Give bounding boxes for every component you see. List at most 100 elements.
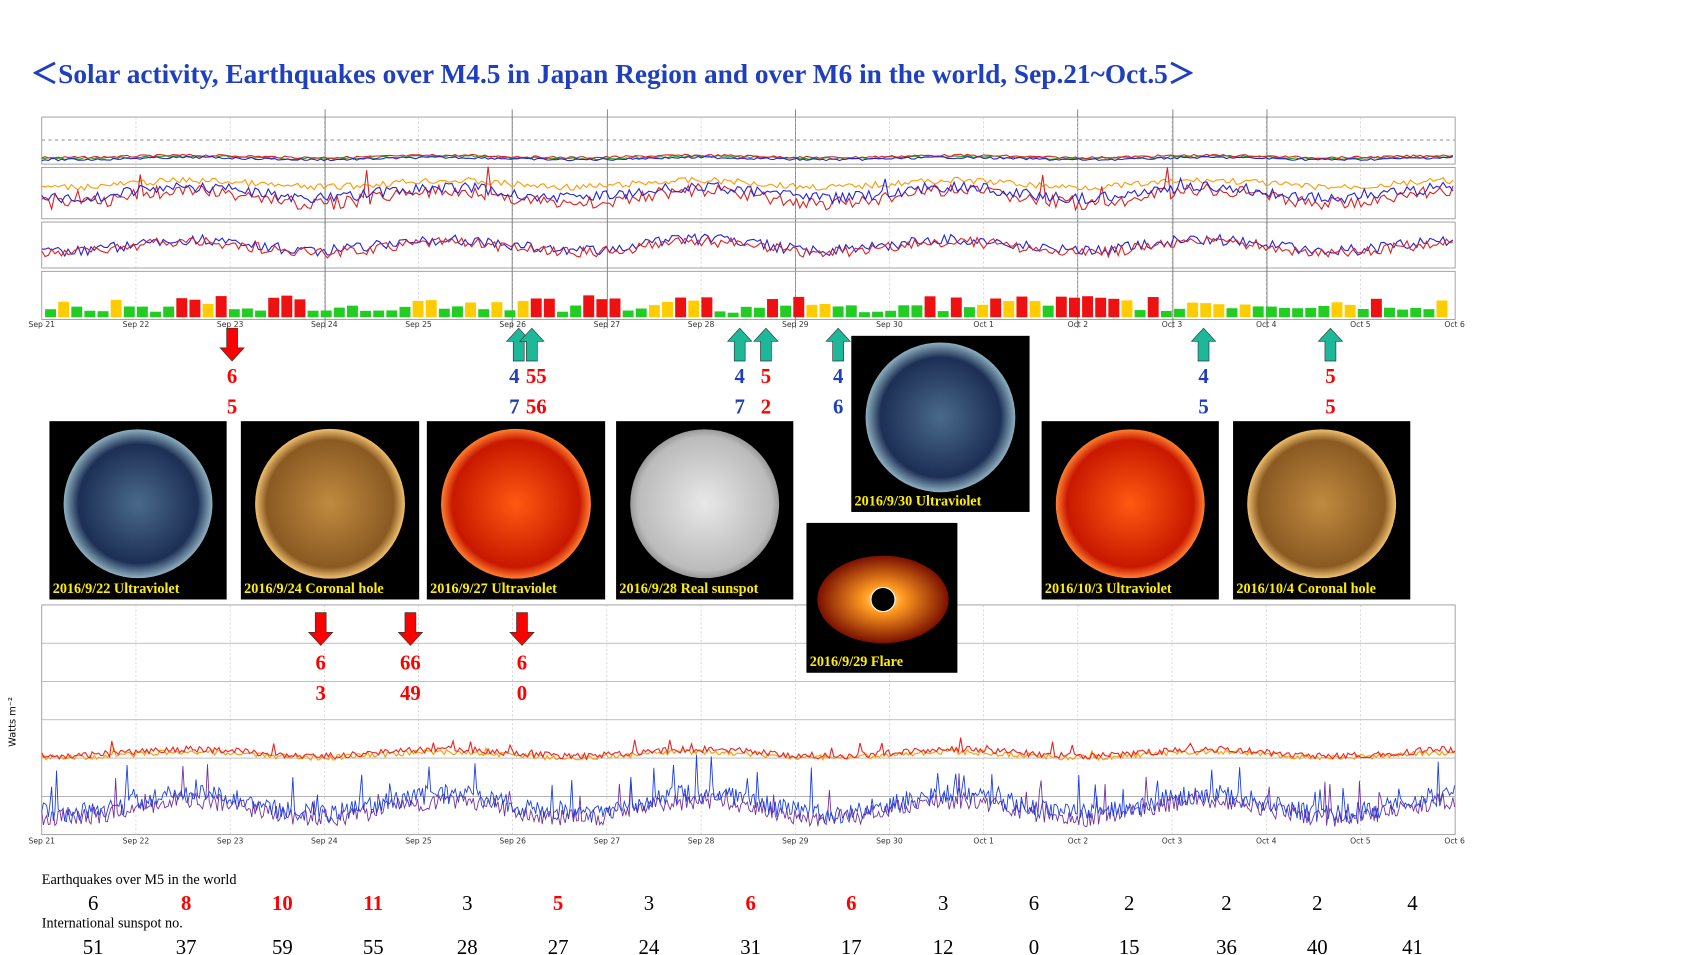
image-caption: 2016/9/27 Ultraviolet	[430, 581, 557, 597]
row-label: International sunspot no.	[42, 916, 183, 932]
sunspot-count: 37	[176, 936, 197, 955]
kp-bar	[333, 307, 345, 318]
earthquake-count: 10	[272, 892, 293, 915]
earthquake-count: 6	[745, 892, 755, 915]
occulter	[870, 586, 896, 613]
kp-bar	[241, 308, 253, 318]
date-label: Sep 26	[499, 320, 526, 329]
plot-line	[41, 737, 1456, 761]
magnitude-label: 56	[526, 396, 547, 419]
kp-bar	[806, 304, 818, 318]
earthquake-count: 2	[1312, 892, 1322, 915]
arrow	[519, 327, 545, 362]
sun	[441, 428, 591, 579]
kp-bar	[1029, 300, 1041, 318]
earthquake-count: 5	[553, 892, 563, 915]
date-label: Oct 2	[1068, 320, 1089, 329]
date-label: Oct 4	[1256, 836, 1277, 845]
kp-bar	[1436, 300, 1448, 318]
kp-bar	[1016, 296, 1028, 318]
kp-bar	[1042, 305, 1054, 318]
kp-bar	[1423, 309, 1435, 318]
kp-bar	[1331, 302, 1343, 318]
earthquake-count: 3	[938, 892, 948, 915]
magnitude-label: 66	[400, 651, 421, 674]
sun	[630, 429, 780, 579]
kp-bar	[622, 310, 634, 318]
kp-bar	[1397, 309, 1409, 318]
kp-bar	[753, 307, 765, 318]
kp-bar	[228, 309, 240, 318]
sun	[255, 428, 405, 579]
kp-bar	[1357, 308, 1369, 318]
kp-bar	[412, 300, 424, 318]
kp-bar	[1279, 307, 1290, 318]
kp-bar	[478, 309, 490, 318]
kp-bar	[123, 306, 135, 318]
panel	[41, 166, 1456, 220]
date-label: Sep 21	[28, 836, 55, 845]
kp-bar	[767, 299, 778, 318]
kp-bar	[1265, 306, 1277, 318]
kp-bar	[491, 302, 503, 318]
kp-bar	[97, 311, 109, 318]
magnitude-label: 5	[1198, 396, 1208, 419]
kp-bar	[1370, 298, 1382, 318]
date-label: Oct 3	[1162, 836, 1183, 845]
kp-bar	[1292, 308, 1304, 318]
magnitude-label: 7	[509, 396, 519, 419]
kp-bar	[662, 301, 673, 318]
kp-bar	[1384, 307, 1395, 318]
arrow	[397, 612, 424, 646]
kp-bar	[281, 295, 293, 318]
kp-bar	[110, 299, 122, 318]
earthquake-count: 11	[363, 892, 383, 915]
sun	[865, 342, 1016, 493]
kp-bar	[675, 297, 687, 318]
kp-bar	[1226, 308, 1238, 318]
earthquake-count: 3	[462, 892, 472, 915]
magnitude-label: 49	[400, 682, 421, 705]
kp-bar	[872, 311, 884, 318]
kp-bar	[583, 295, 595, 318]
magnitude-label: 0	[517, 682, 527, 705]
date-label: Oct 6	[1444, 836, 1465, 845]
plot-line	[41, 176, 1454, 191]
date-label: Sep 29	[782, 320, 809, 329]
plot-line	[41, 155, 1454, 162]
kp-bar	[45, 309, 56, 318]
plot-line	[41, 166, 1454, 212]
kp-bar	[937, 311, 949, 318]
magnitude-label: 5	[1325, 396, 1335, 419]
kp-bar	[543, 298, 555, 318]
date-label: Sep 29	[782, 836, 809, 845]
arrow	[1317, 327, 1344, 362]
kp-bar	[215, 296, 227, 318]
kp-bar	[635, 308, 647, 318]
magnitude-label: 4	[1198, 365, 1208, 388]
arrow	[307, 612, 334, 646]
date-label: Oct 5	[1350, 320, 1371, 329]
kp-bar	[202, 303, 214, 318]
kp-bar	[1108, 298, 1120, 318]
kp-bar	[714, 311, 726, 318]
kp-bar	[1410, 307, 1422, 318]
kp-bar	[504, 310, 516, 318]
kp-bar	[84, 310, 96, 318]
title: ＜Solar activity, Earthquakes over M4.5 i…	[31, 59, 1195, 89]
earthquake-count: 6	[88, 892, 98, 915]
kp-bar	[596, 299, 608, 318]
image-caption: 2016/10/4 Coronal hole	[1236, 581, 1376, 597]
image-caption: 2016/9/22 Ultraviolet	[53, 581, 180, 597]
kp-bar	[386, 310, 398, 318]
kp-bar	[1239, 304, 1251, 318]
kp-bar	[727, 312, 739, 318]
date-label: Sep 23	[217, 836, 244, 845]
plot-line	[41, 764, 1456, 828]
date-label: Oct 1	[973, 320, 994, 329]
kp-bar	[1187, 302, 1199, 318]
sun	[1055, 429, 1205, 579]
kp-bar	[1173, 308, 1185, 318]
date-label: Oct 6	[1444, 320, 1465, 329]
